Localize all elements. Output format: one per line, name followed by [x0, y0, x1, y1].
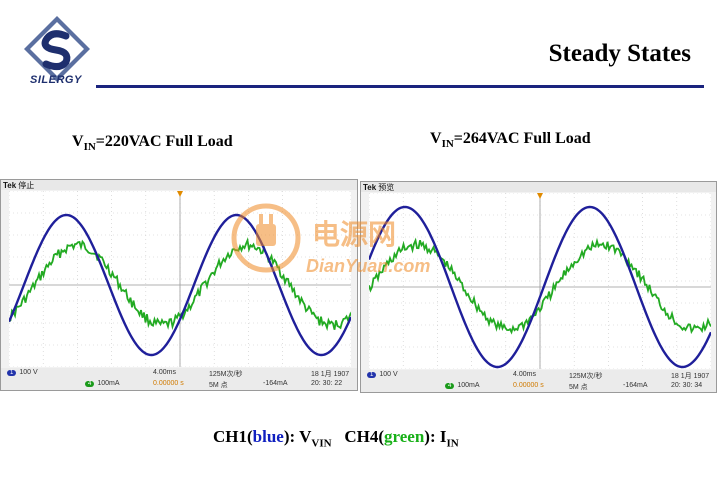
scope-screen-right: Tek 预览 1 100 V 4 100mA 4.00ms 0.00000 s 125… — [360, 181, 717, 393]
trigger-level: -164mA — [263, 380, 288, 387]
record-points: 5M 点 — [569, 384, 588, 391]
sample-rate: 125M次/秒 — [209, 371, 243, 378]
scope-time: 20: 30: 22 — [311, 380, 343, 387]
scope-date: 18 1月 1907 — [671, 373, 710, 380]
ch1-scale: 100 V — [379, 371, 398, 378]
ch4-current-trace — [9, 237, 351, 332]
trigger-position: 0.00000 s — [513, 382, 544, 389]
sample-rate: 125M次/秒 — [569, 373, 603, 380]
timebase: 4.00ms — [513, 371, 536, 378]
scope-screen-left: Tek 停止 1 100 V 4 100mA 4.00ms 0.00000 s 125… — [0, 179, 358, 391]
header-divider — [96, 85, 704, 88]
scope-brand: Tek — [363, 183, 377, 192]
ch4-badge-icon: 4 — [85, 381, 95, 387]
ch1-scale: 100 V — [19, 369, 38, 376]
caption-right: VIN=264VAC Full Load — [430, 130, 591, 151]
ch4-scale: 100mA — [97, 380, 120, 387]
ch4-badge-icon: 4 — [445, 383, 455, 389]
dianyuan-watermark-icon: 电源网 DianYuan.com — [231, 203, 430, 276]
ch1-voltage-trace — [9, 213, 351, 357]
scope-date: 18 1月 1907 — [311, 371, 350, 378]
ch1-badge-icon: 1 — [367, 372, 377, 378]
timebase: 4.00ms — [153, 369, 176, 376]
trigger-level: -164mA — [623, 382, 648, 389]
page-title: Steady States — [548, 40, 691, 67]
channel-legend: CH1(blue): VVIN CH4(green): IIN — [213, 427, 459, 450]
ch4-current-trace — [369, 237, 711, 335]
ch1-badge-icon: 1 — [7, 370, 17, 376]
logo-text: SILERGY — [30, 74, 82, 86]
trigger-marker-icon — [177, 191, 183, 197]
scope-brand: Tek — [3, 181, 17, 190]
silergy-logo-icon — [24, 16, 90, 82]
ch4-scale: 100mA — [457, 382, 480, 389]
scope-time: 20: 30: 34 — [671, 382, 703, 389]
scope-status: 预览 — [378, 183, 395, 192]
watermark-en: DianYuan.com — [306, 256, 430, 276]
watermark-cn: 电源网 — [312, 218, 396, 251]
scope-graticule — [369, 193, 711, 369]
scope-footer: 1 100 V 4 100mA 4.00ms 0.00000 s 125M次/秒 5… — [1, 368, 357, 390]
scope-footer: 1 100 V 4 100mA 4.00ms 0.00000 s 125M次/秒 5… — [361, 370, 716, 392]
scope-header: Tek 预览 — [361, 182, 716, 192]
scope-header: Tek 停止 — [1, 180, 357, 190]
ch1-voltage-trace — [369, 205, 711, 369]
trigger-position: 0.00000 s — [153, 380, 184, 387]
caption-left: VIN=220VAC Full Load — [72, 133, 233, 154]
trigger-marker-icon — [537, 193, 543, 199]
record-points: 5M 点 — [209, 382, 228, 389]
scope-status: 停止 — [18, 181, 35, 190]
